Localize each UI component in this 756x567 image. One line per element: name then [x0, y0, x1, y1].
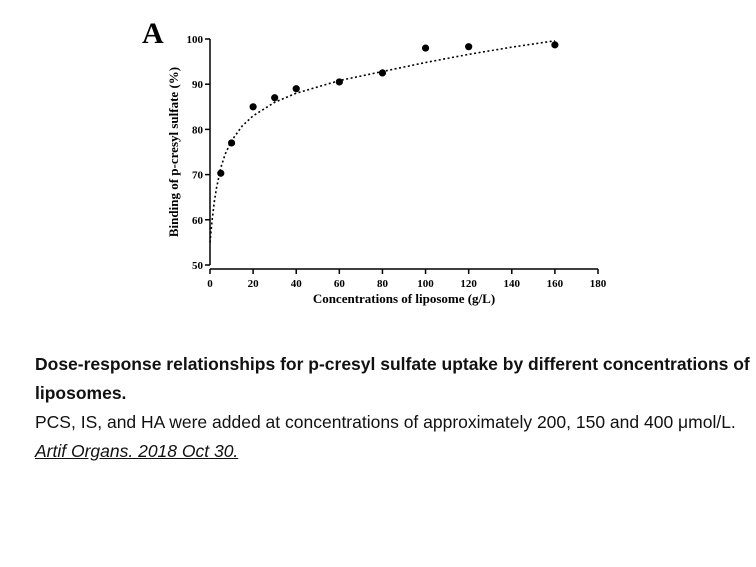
panel-label: A — [142, 17, 164, 50]
data-point — [292, 85, 300, 93]
x-tick-label: 180 — [590, 278, 607, 290]
data-point — [421, 44, 430, 52]
caption-title: Dose-response relationships for p-cresyl… — [35, 354, 750, 403]
data-point — [271, 94, 279, 102]
caption-text: PCS, IS, and HA were added at concentrat… — [35, 412, 736, 432]
x-tick-label: 0 — [207, 278, 213, 290]
y-tick-label: 100 — [187, 34, 204, 46]
x-tick-label: 40 — [291, 278, 303, 290]
fit-curve — [209, 40, 556, 243]
y-tick-label: 70 — [192, 170, 204, 182]
x-tick-label: 100 — [417, 278, 434, 290]
y-axis-title: Binding of p-cresyl sulfate (%) — [166, 67, 181, 237]
x-tick-label: 140 — [504, 278, 521, 290]
data-point — [217, 169, 225, 177]
caption: Dose-response relationships for p-cresyl… — [35, 350, 751, 466]
x-axis-title: Concentrations of liposome (g/L) — [313, 291, 495, 306]
citation-link[interactable]: Artif Organs. 2018 Oct 30. — [35, 441, 239, 461]
y-tick-label: 50 — [192, 260, 204, 272]
x-tick-label: 20 — [248, 278, 260, 290]
y-tick-label: 80 — [192, 124, 204, 136]
data-point — [378, 69, 387, 77]
x-tick-label: 120 — [460, 278, 477, 290]
data-point — [249, 103, 257, 111]
y-tick-label: 60 — [192, 215, 204, 227]
x-tick-label: 160 — [547, 278, 564, 290]
data-point — [227, 139, 236, 147]
data-point — [335, 78, 343, 86]
chart: A Concentrations of liposome (g/L) Bindi… — [142, 17, 607, 306]
y-tick-label: 90 — [192, 79, 204, 91]
data-point — [465, 43, 473, 51]
x-tick-label: 80 — [377, 278, 389, 290]
data-point — [551, 41, 559, 49]
x-tick-label: 60 — [334, 278, 346, 290]
